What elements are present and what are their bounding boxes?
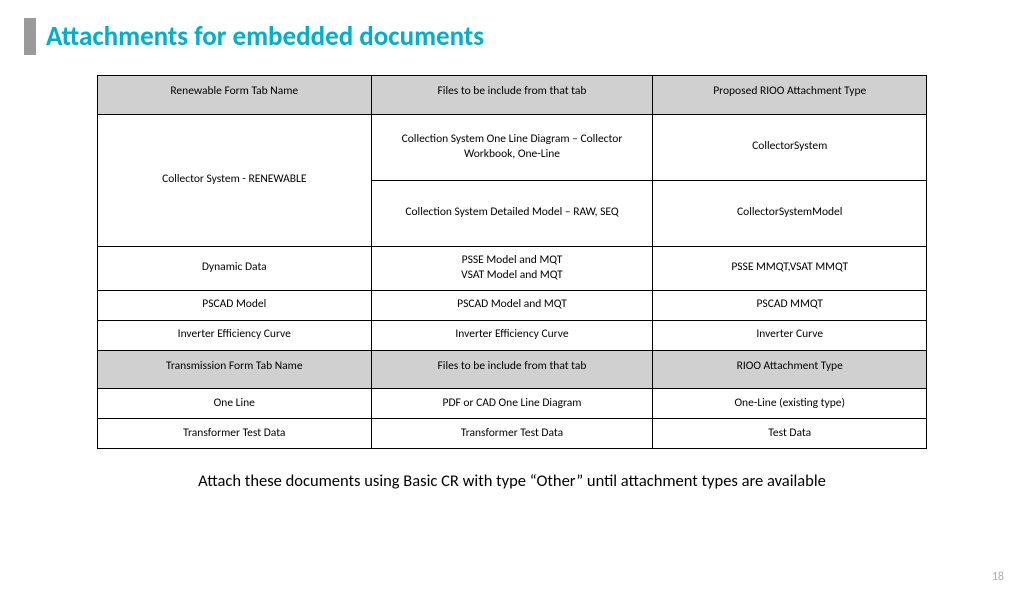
- table-row: One Line PDF or CAD One Line Diagram One…: [98, 389, 927, 419]
- cell-tab-name: Collector System - RENEWABLE: [98, 114, 372, 246]
- cell-type: PSSE MMQT,VSAT MMQT: [653, 246, 927, 290]
- attachments-table: Renewable Form Tab Name Files to be incl…: [97, 75, 927, 449]
- cell-type: One-Line (existing type): [653, 389, 927, 419]
- title-accent-bar: [24, 18, 36, 55]
- table-row: Dynamic Data PSSE Model and MQTVSAT Mode…: [98, 246, 927, 290]
- cell-type: CollectorSystemModel: [653, 180, 927, 246]
- table-row: Transformer Test Data Transformer Test D…: [98, 419, 927, 449]
- col-header: Files to be include from that tab: [371, 350, 653, 389]
- col-header: Renewable Form Tab Name: [98, 76, 372, 115]
- cell-type: CollectorSystem: [653, 114, 927, 180]
- cell-type: Inverter Curve: [653, 320, 927, 350]
- cell-files: Collection System Detailed Model – RAW, …: [371, 180, 653, 246]
- table-row: PSCAD Model PSCAD Model and MQT PSCAD MM…: [98, 290, 927, 320]
- cell-files: Transformer Test Data: [371, 419, 653, 449]
- cell-tab-name: One Line: [98, 389, 372, 419]
- cell-type: Test Data: [653, 419, 927, 449]
- table-row: Collector System - RENEWABLE Collection …: [98, 114, 927, 180]
- col-header: Proposed RIOO Attachment Type: [653, 76, 927, 115]
- cell-files: PSSE Model and MQTVSAT Model and MQT: [371, 246, 653, 290]
- title-block: Attachments for embedded documents: [24, 18, 1024, 55]
- cell-tab-name: PSCAD Model: [98, 290, 372, 320]
- cell-files: PSCAD Model and MQT: [371, 290, 653, 320]
- col-header: Transmission Form Tab Name: [98, 350, 372, 389]
- table-header-renewable: Renewable Form Tab Name Files to be incl…: [98, 76, 927, 115]
- cell-files: Inverter Efficiency Curve: [371, 320, 653, 350]
- cell-files: PDF or CAD One Line Diagram: [371, 389, 653, 419]
- page-number: 18: [992, 570, 1004, 584]
- footnote-text: Attach these documents using Basic CR wi…: [0, 471, 1024, 491]
- cell-type: PSCAD MMQT: [653, 290, 927, 320]
- col-header: Files to be include from that tab: [371, 76, 653, 115]
- page-title: Attachments for embedded documents: [46, 18, 484, 55]
- col-header: RIOO Attachment Type: [653, 350, 927, 389]
- cell-tab-name: Transformer Test Data: [98, 419, 372, 449]
- cell-tab-name: Inverter Efficiency Curve: [98, 320, 372, 350]
- attachments-table-container: Renewable Form Tab Name Files to be incl…: [97, 75, 927, 449]
- table-header-transmission: Transmission Form Tab Name Files to be i…: [98, 350, 927, 389]
- cell-files: Collection System One Line Diagram – Col…: [371, 114, 653, 180]
- cell-tab-name: Dynamic Data: [98, 246, 372, 290]
- table-row: Inverter Efficiency Curve Inverter Effic…: [98, 320, 927, 350]
